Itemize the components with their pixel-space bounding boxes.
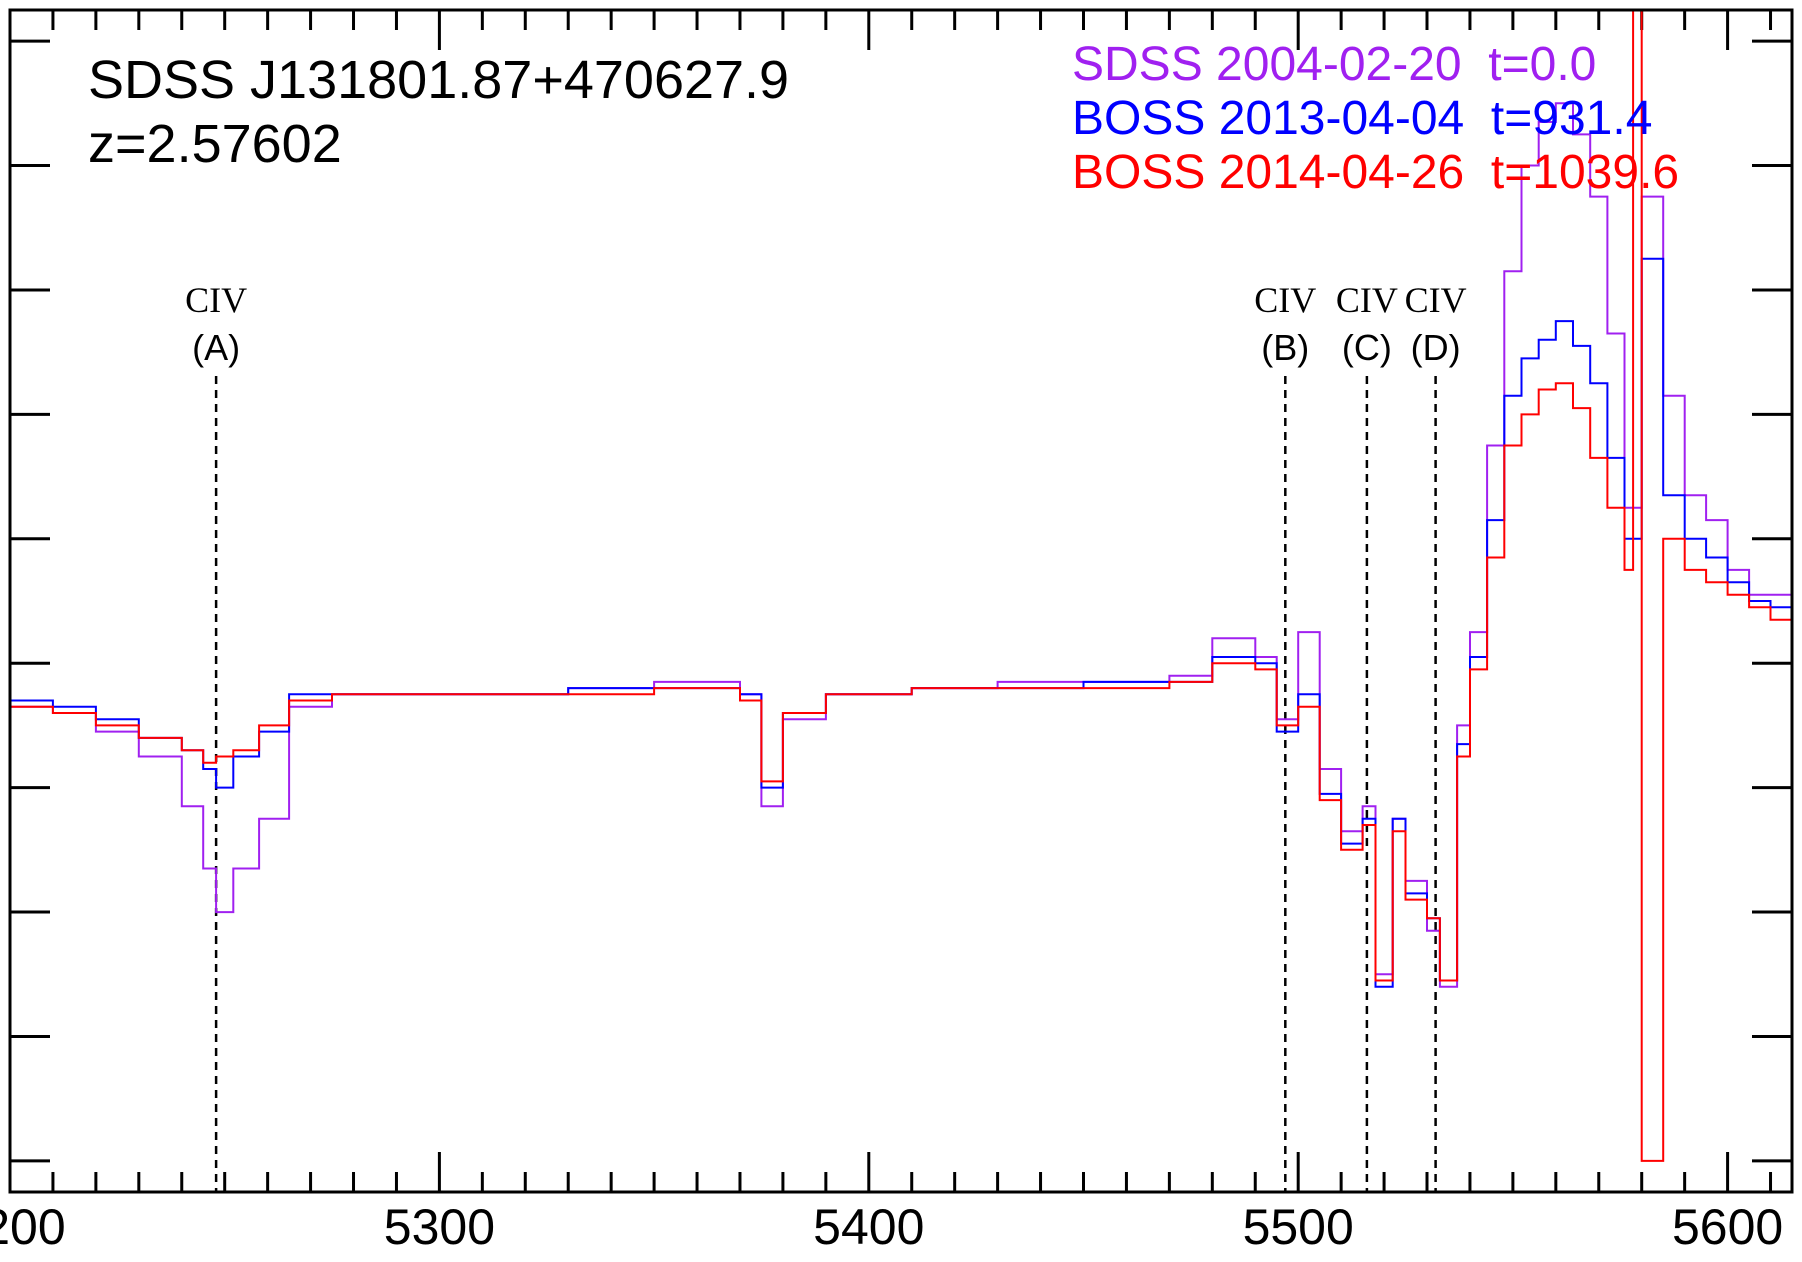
annotation-label-id: (B) bbox=[1261, 327, 1309, 368]
annotation-label-id: (D) bbox=[1411, 327, 1461, 368]
x-tick-label: 5400 bbox=[813, 1199, 924, 1255]
legend-entry-boss-2014: BOSS 2014-04-26 t=1039.6 bbox=[1072, 146, 1679, 199]
chart-title: SDSS J131801.87+470627.9 bbox=[88, 50, 789, 110]
annotation-label-ion: CIV bbox=[1336, 280, 1398, 320]
series-line-boss-2014 bbox=[10, 9, 1793, 1162]
x-tick-labels: 5200 5300 5400 5500 5600 bbox=[0, 1199, 1783, 1255]
series-line-boss-2013 bbox=[10, 257, 1793, 988]
x-tick-label: 5300 bbox=[384, 1199, 495, 1255]
annotation-lines: CIV (A) CIV (B) CIV (C) CIV (D) bbox=[185, 280, 1467, 1192]
annotation-label-ion: CIV bbox=[1254, 280, 1316, 320]
series-lines bbox=[10, 9, 1793, 1162]
legend-entry-boss-2013: BOSS 2013-04-04 t=931.4 bbox=[1072, 92, 1652, 145]
legend-entry-sdss: SDSS 2004-02-20 t=0.0 bbox=[1072, 38, 1596, 91]
x-tick-label: 5600 bbox=[1672, 1199, 1783, 1255]
annotation-label-ion: CIV bbox=[1405, 280, 1467, 320]
chart-subtitle: z=2.57602 bbox=[88, 114, 342, 174]
series-line-sdss-2004 bbox=[10, 102, 1793, 988]
x-tick-label: 5200 bbox=[0, 1199, 66, 1255]
tick-marks bbox=[8, 10, 1792, 1192]
x-tick-label: 5500 bbox=[1243, 1199, 1354, 1255]
annotation-label-ion: CIV bbox=[185, 280, 247, 320]
annotation-label-id: (A) bbox=[192, 327, 240, 368]
plot-frame bbox=[8, 8, 1794, 1194]
annotation-label-id: (C) bbox=[1342, 327, 1392, 368]
